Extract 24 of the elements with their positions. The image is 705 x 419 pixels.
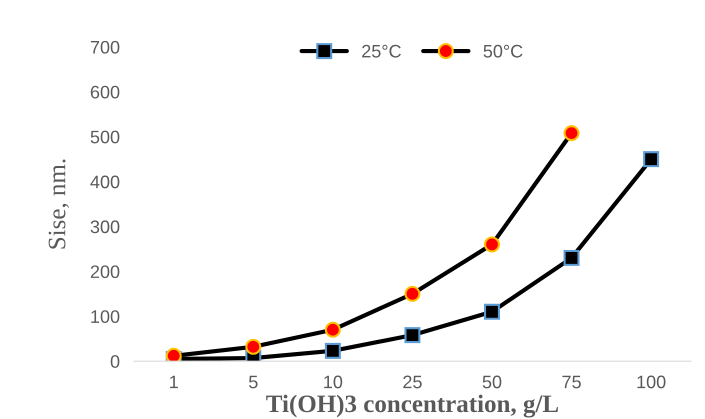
y-tick-label: 200 [90, 265, 120, 278]
y-tick-label: 100 [91, 310, 120, 324]
x-tick-label: 5 [249, 376, 258, 388]
y-tick-label: 500 [90, 130, 120, 144]
point [404, 327, 420, 344]
legend-label: 50°C [484, 44, 522, 58]
point [564, 250, 580, 266]
x-tick-label: 75 [562, 376, 581, 388]
x-tick-label: 10 [324, 376, 342, 388]
x-axis-title: Ti(OH)3 concentration, g/L [266, 394, 558, 418]
y-tick-label: 700 [90, 40, 120, 54]
y-tick-label: 600 [90, 86, 120, 99]
x-tick-label: 1 [170, 376, 178, 388]
y-axis-title: Sise, nm. [48, 160, 70, 249]
y-tick-label: 400 [90, 176, 120, 188]
x-tick-label: 25 [403, 376, 422, 388]
point [643, 151, 660, 168]
point [324, 342, 341, 359]
y-tick-label: 300 [90, 220, 120, 234]
point [484, 304, 500, 320]
y-tick-label: 0 [110, 355, 120, 368]
x-tick-label: 50 [482, 376, 502, 388]
x-tick-label: 100 [637, 376, 666, 388]
legend-label: 25°C [362, 44, 401, 58]
